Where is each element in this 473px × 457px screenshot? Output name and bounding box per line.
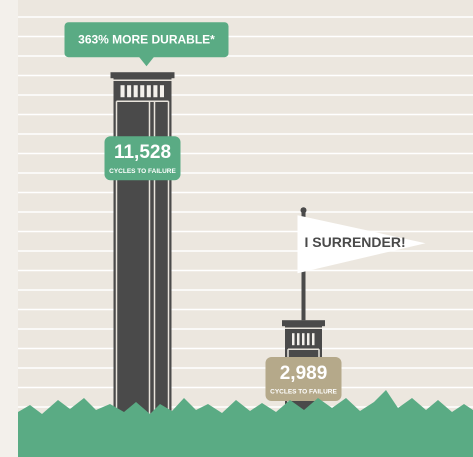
tower-window bbox=[312, 333, 315, 345]
tower-window bbox=[127, 85, 131, 97]
tower bbox=[114, 75, 172, 430]
flag-knob bbox=[301, 207, 307, 213]
tower-window bbox=[153, 85, 157, 97]
tower-cap bbox=[282, 320, 325, 326]
banner-text: 363% MORE DURABLE* bbox=[78, 32, 215, 46]
value-unit: CYCLES TO FAILURE bbox=[270, 389, 337, 396]
value-label: 11,528 bbox=[114, 142, 171, 163]
tower-window bbox=[140, 85, 144, 97]
tower-window bbox=[134, 85, 138, 97]
infographic: 11,528 CYCLES TO FAILURE 2,989 CYCLES TO FA… bbox=[0, 0, 473, 457]
tower-window bbox=[302, 333, 305, 345]
stripes bbox=[18, 17, 473, 407]
panel bbox=[18, 0, 473, 457]
tower-window bbox=[307, 333, 310, 345]
tower-window bbox=[292, 333, 295, 345]
tower-window bbox=[160, 85, 164, 97]
tower-window bbox=[147, 85, 151, 97]
tower-cap bbox=[111, 72, 175, 78]
flag-text: I SURRENDER! bbox=[305, 234, 406, 250]
value-label: 2,989 bbox=[280, 363, 328, 384]
tower-window bbox=[297, 333, 300, 345]
value-unit: CYCLES TO FAILURE bbox=[109, 168, 176, 175]
tower-window bbox=[121, 85, 125, 97]
